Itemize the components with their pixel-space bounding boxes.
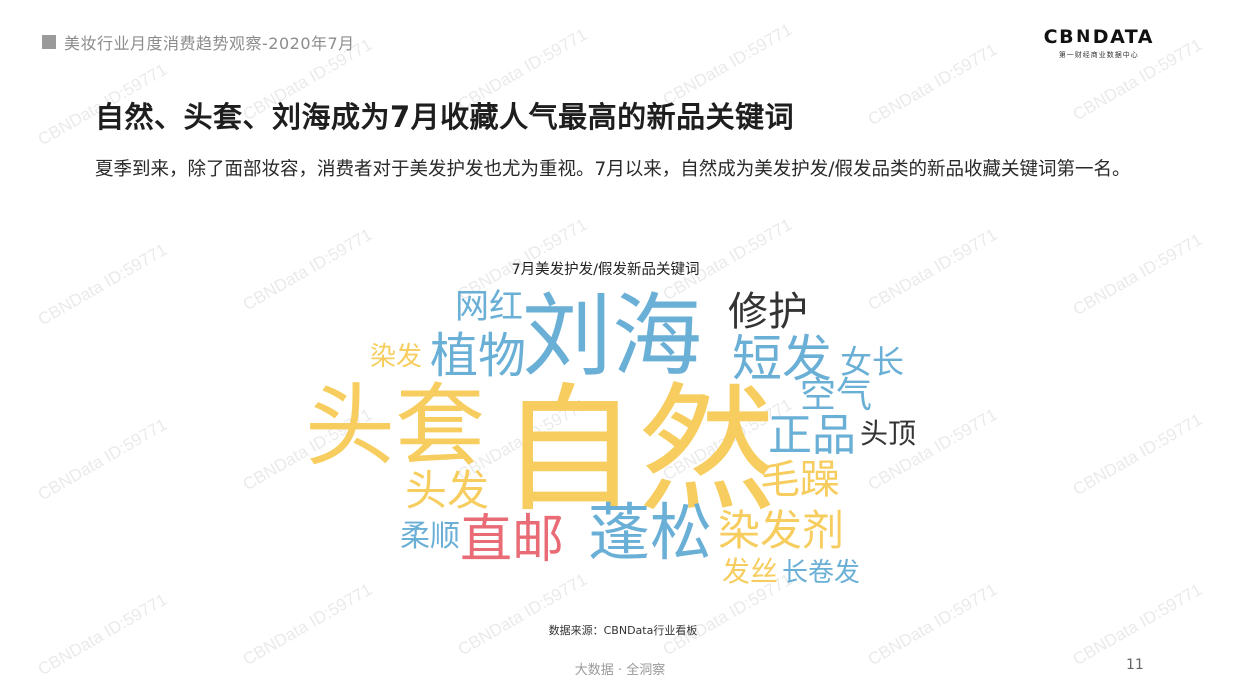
watermark-text: CBNData ID:59771 bbox=[34, 414, 171, 505]
cloud-word: 修护 bbox=[728, 289, 808, 335]
cloud-word: 头套 bbox=[305, 374, 485, 479]
word-cloud: 自然 刘海 头套 蓬松 直邮 植物 短发 修护 染发剂 正品 毛躁 头发 网红 … bbox=[300, 282, 940, 592]
cloud-word: 空气 bbox=[800, 375, 873, 416]
footer-slogan: 大数据 · 全洞察 bbox=[574, 663, 666, 678]
cloud-word: 长卷发 bbox=[782, 558, 861, 588]
report-header: 美妆行业月度消费趋势观察-2020年7月 bbox=[42, 30, 355, 54]
watermark-text: CBNData ID:59771 bbox=[1069, 409, 1206, 500]
cloud-word: 植物 bbox=[430, 328, 527, 384]
cloud-word: 毛躁 bbox=[760, 457, 840, 503]
cloud-word: 正品 bbox=[768, 410, 856, 461]
cloud-word: 发丝 bbox=[722, 555, 779, 588]
data-source: 数据来源：CBNData行业看板 bbox=[548, 624, 698, 637]
page-number: 11 bbox=[1126, 657, 1144, 673]
cloud-word: 短发 bbox=[732, 330, 832, 388]
intro-paragraph: 夏季到来，除了面部妆容，消费者对于美发护发也尤为重视。7月以来，自然成为美发护发… bbox=[95, 159, 1131, 180]
cloud-word: 网红 bbox=[455, 287, 523, 327]
cloud-word: 刘海 bbox=[522, 284, 702, 389]
cloud-word: 柔顺 bbox=[400, 519, 460, 554]
cloud-word: 染发 bbox=[370, 342, 423, 372]
watermark-text: CBNData ID:59771 bbox=[864, 39, 1001, 130]
cloud-word: 自然 bbox=[500, 370, 777, 531]
cloud-word: 染发剂 bbox=[718, 506, 845, 555]
header-square-icon bbox=[42, 35, 56, 49]
cloud-word: 头发 bbox=[405, 466, 490, 515]
logo-right: DATA bbox=[1092, 26, 1154, 48]
report-title: 美妆行业月度消费趋势观察-2020年7月 bbox=[64, 34, 355, 53]
chart-title: 7月美发护发/假发新品关键词 bbox=[511, 262, 700, 278]
cloud-word: 蓬松 bbox=[588, 496, 713, 569]
logo-mark-icon: N bbox=[1076, 27, 1092, 47]
cloud-word: 头顶 bbox=[860, 417, 917, 450]
logo-subtitle: 第一财经商业数据中心 bbox=[1058, 51, 1139, 59]
logo-wordmark: CBNDATA bbox=[1044, 28, 1154, 47]
page-title: 自然、头套、刘海成为7月收藏人气最高的新品关键词 bbox=[95, 100, 795, 134]
logo-left: CB bbox=[1043, 26, 1076, 48]
cbndata-logo: CBNDATA 第一财经商业数据中心 bbox=[1044, 28, 1154, 60]
cloud-word: 直邮 bbox=[460, 510, 565, 570]
cloud-word: 女长 bbox=[840, 343, 905, 381]
watermark-text: CBNData ID:59771 bbox=[34, 239, 171, 330]
